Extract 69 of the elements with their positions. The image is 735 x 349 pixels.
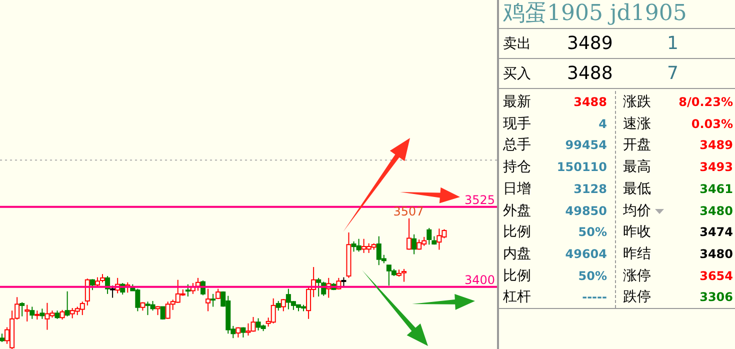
candlestick <box>276 300 281 312</box>
candlestick <box>60 309 65 320</box>
text: 3480 <box>700 204 733 218</box>
text: 涨停 <box>623 266 651 285</box>
text: 持仓 <box>503 158 531 176</box>
candlestick <box>64 290 70 317</box>
candlestick <box>412 234 417 255</box>
candlestick <box>206 288 211 312</box>
candlestick <box>24 304 30 322</box>
text: 昨收 <box>623 223 651 242</box>
text: 3480 <box>700 246 733 261</box>
text: 涨跌 <box>623 93 651 111</box>
text: 99454 <box>565 138 607 152</box>
text: 昨结 <box>623 244 651 263</box>
text: 3654 <box>700 268 733 283</box>
ref-line-label: 3400 <box>464 272 495 287</box>
text: 0.03% <box>691 116 733 131</box>
text: 3306 <box>700 290 733 304</box>
candlestick <box>40 308 45 320</box>
candlestick <box>185 284 190 297</box>
text: 3474 <box>700 225 733 240</box>
candlestick <box>30 306 35 320</box>
text: 日增 <box>503 180 531 198</box>
text: 49850 <box>565 204 607 218</box>
text: 7 <box>667 63 678 84</box>
text: 3489 <box>700 138 733 152</box>
text: ----- <box>582 290 607 304</box>
text: 内盘 <box>503 244 531 263</box>
text: 150110 <box>556 160 607 174</box>
candlestick <box>406 218 412 250</box>
text: 鸡蛋1905 jd1905 <box>499 0 735 29</box>
text: 买入 <box>503 64 531 82</box>
text: 3461 <box>700 182 733 196</box>
annotation: 3507 <box>393 204 424 218</box>
candlestick <box>110 285 116 298</box>
text: 49604 <box>565 246 607 261</box>
candlestick <box>210 293 216 308</box>
text: 3493 <box>700 160 733 174</box>
candlestick <box>236 326 241 338</box>
text: 均价 <box>623 202 651 220</box>
candlestick <box>90 278 95 291</box>
text: 50% <box>578 225 607 240</box>
candlestick <box>280 298 286 312</box>
ref-line-label: 3525 <box>464 192 495 207</box>
text: 3489 <box>567 33 613 54</box>
text: 开盘 <box>623 136 651 154</box>
text: 总手 <box>503 136 531 154</box>
text: 4 <box>598 116 607 131</box>
text: 外盘 <box>503 202 531 220</box>
candlestick <box>160 306 166 320</box>
text: 比例 <box>503 223 531 242</box>
text: 速涨 <box>623 114 651 133</box>
text: 最新 <box>503 93 531 111</box>
candlestick <box>20 302 25 317</box>
candlestick <box>240 326 246 338</box>
text: 杠杆 <box>503 288 531 306</box>
text: 最低 <box>623 180 651 198</box>
text: 50% <box>578 268 607 283</box>
text: 现手 <box>503 114 531 133</box>
text: 最高 <box>623 158 651 176</box>
text: 1 <box>667 33 678 54</box>
text: 3128 <box>574 182 607 196</box>
candlestick <box>426 227 432 246</box>
text: 比例 <box>503 266 531 285</box>
text: 8/0.23% <box>678 95 733 109</box>
text: 卖出 <box>503 34 531 52</box>
text: 跌停 <box>623 288 651 306</box>
text: 3488 <box>574 95 607 109</box>
text: 3488 <box>567 63 613 84</box>
